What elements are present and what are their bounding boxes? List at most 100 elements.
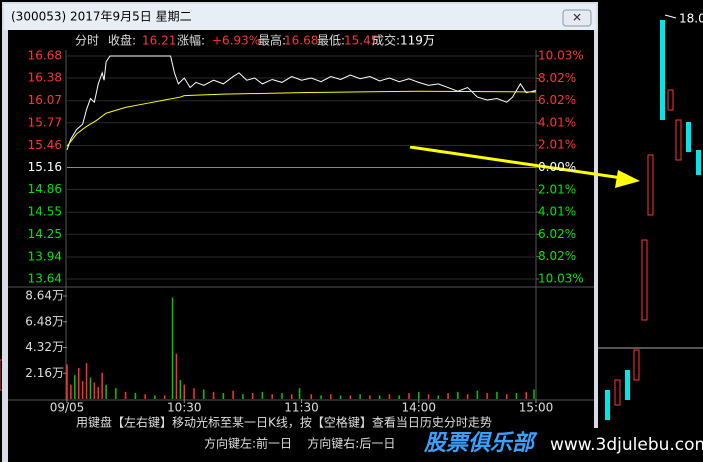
info-label: 最高: bbox=[258, 33, 286, 48]
volume-bar bbox=[369, 395, 371, 399]
volume-bar bbox=[203, 389, 205, 399]
info-label: 收盘: bbox=[108, 33, 136, 48]
volume-bar bbox=[339, 395, 342, 399]
y2-tick-label: 10.03% bbox=[538, 272, 584, 286]
y-tick-label: 6.48万 bbox=[25, 314, 64, 328]
volume-bar bbox=[212, 391, 215, 399]
x-tick-label: 10:30 bbox=[167, 401, 202, 415]
volume-bar bbox=[171, 297, 174, 399]
y-tick-label: 15.46 bbox=[28, 138, 62, 152]
y2-tick-label: 6.02% bbox=[538, 227, 576, 241]
volume-bar bbox=[163, 395, 166, 399]
volume-bar bbox=[418, 391, 420, 399]
info-value: 15.45 bbox=[344, 34, 378, 48]
volume-bar bbox=[154, 395, 156, 399]
volume-bar bbox=[408, 393, 410, 399]
volume-bar bbox=[271, 394, 273, 399]
arrow bbox=[409, 145, 640, 188]
y-tick-label: 4.32万 bbox=[25, 340, 64, 354]
volume-bar bbox=[134, 393, 137, 399]
volume-bar bbox=[298, 388, 301, 399]
y2-tick-label: 10.03% bbox=[538, 49, 584, 63]
volume-bar bbox=[175, 353, 178, 399]
volume-bar bbox=[251, 393, 254, 399]
price-line bbox=[66, 90, 537, 147]
volume-bar bbox=[378, 395, 381, 399]
window-title: (300053) 2017年9月5日 星期二 bbox=[11, 10, 192, 24]
y2-tick-label: 4.01% bbox=[538, 115, 576, 129]
volume-bar bbox=[193, 388, 195, 399]
volume-bar bbox=[124, 391, 127, 399]
price-line bbox=[66, 55, 537, 151]
volume-bar bbox=[179, 379, 182, 399]
volume-bar bbox=[70, 384, 72, 399]
y-tick-label: 16.38 bbox=[28, 71, 62, 85]
y2-tick-label: 8.02% bbox=[538, 249, 576, 263]
volume-bar bbox=[66, 364, 68, 399]
x-tick-label: 14:00 bbox=[401, 401, 436, 415]
volume-bar bbox=[183, 384, 185, 399]
volume-bar bbox=[486, 393, 488, 399]
volume-bar bbox=[105, 384, 107, 399]
y-tick-label: 16.07 bbox=[28, 93, 62, 107]
y2-tick-label: 2.01% bbox=[538, 138, 576, 152]
y-tick-label: 14.25 bbox=[28, 227, 62, 241]
volume-bar bbox=[466, 394, 469, 399]
y2-tick-label: 6.02% bbox=[538, 93, 576, 107]
volume-bar bbox=[89, 377, 92, 399]
y2-tick-label: 8.02% bbox=[538, 71, 576, 85]
y-tick-label: 8.64万 bbox=[25, 289, 64, 303]
y-tick-label: 15.77 bbox=[28, 115, 62, 129]
volume-bar bbox=[476, 390, 479, 399]
footer-hint: 用键盘【左右键】移动光标至某一日K线，按【空格键】查看当日历史分时走势 bbox=[76, 415, 492, 430]
info-value: 16.68 bbox=[284, 34, 318, 48]
info-label: 分时 bbox=[75, 34, 99, 48]
volume-bar bbox=[330, 394, 332, 399]
footer-keys: 方向键左:前一日 方向键右:后一日 bbox=[204, 436, 395, 451]
volume-bar bbox=[349, 395, 352, 399]
y-tick-label: 14.86 bbox=[28, 182, 62, 196]
info-value: 119万 bbox=[400, 34, 435, 48]
volume-bar bbox=[144, 394, 146, 399]
volume-bar bbox=[93, 382, 96, 399]
y2-tick-label: 2.01% bbox=[538, 182, 576, 196]
watermark-url: www.3djulebu.com bbox=[550, 435, 703, 455]
volume-bar bbox=[427, 394, 430, 399]
volume-bar bbox=[533, 389, 535, 399]
volume-bar bbox=[101, 372, 103, 399]
y-tick-label: 2.16万 bbox=[25, 366, 64, 380]
volume-bar bbox=[97, 387, 100, 399]
close-icon[interactable]: ✕ bbox=[572, 11, 582, 25]
info-value: +6.93% bbox=[212, 34, 260, 48]
y-tick-label: 14.55 bbox=[28, 205, 62, 219]
x-tick-label: 11:30 bbox=[284, 401, 319, 415]
volume-bar bbox=[85, 363, 88, 399]
info-value: 16.21 bbox=[142, 34, 176, 48]
volume-bar bbox=[515, 393, 518, 399]
volume-bar bbox=[290, 394, 293, 399]
title-bar bbox=[4, 4, 596, 30]
info-label: 成交: bbox=[372, 33, 400, 48]
volume-bar bbox=[398, 395, 400, 399]
volume-bar bbox=[81, 381, 84, 399]
x-tick-label: 15:00 bbox=[519, 401, 554, 415]
volume-bar bbox=[222, 393, 225, 399]
volume-bar bbox=[388, 394, 391, 399]
info-label: 涨幅: bbox=[177, 33, 205, 48]
volume-bar bbox=[115, 388, 117, 399]
volume-bar bbox=[320, 395, 322, 399]
volume-bar bbox=[242, 394, 244, 399]
volume-bar bbox=[525, 391, 527, 399]
x-tick-label: 09/05 bbox=[50, 401, 85, 415]
y2-tick-label: 0.00% bbox=[538, 160, 576, 174]
info-label: 最低: bbox=[317, 34, 345, 48]
volume-bar bbox=[505, 394, 508, 399]
close-button[interactable] bbox=[562, 9, 592, 27]
y-tick-label: 13.94 bbox=[28, 249, 62, 263]
volume-bar bbox=[437, 395, 440, 399]
volume-bar bbox=[447, 393, 449, 399]
y2-tick-label: 4.01% bbox=[538, 205, 576, 219]
volume-bar bbox=[232, 390, 234, 399]
volume-bar bbox=[496, 391, 498, 399]
